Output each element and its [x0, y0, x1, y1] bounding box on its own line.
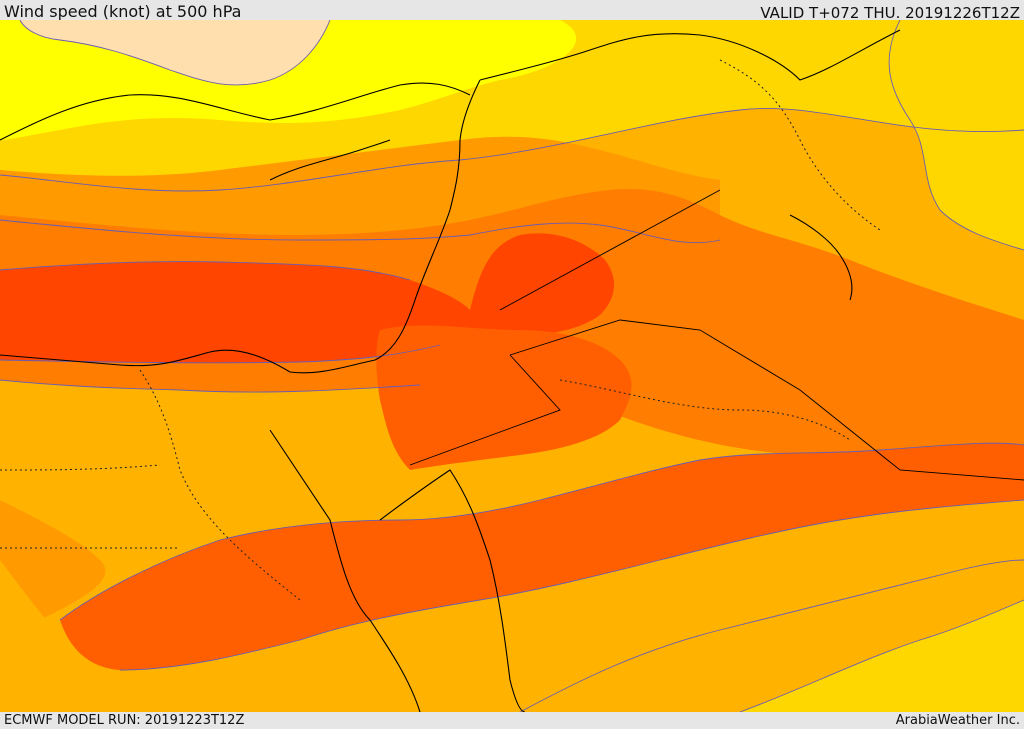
header-bar: Wind speed (knot) at 500 hPa VALID T+072…: [0, 0, 1024, 22]
model-run-label: ECMWF MODEL RUN: 20191223T12Z: [4, 713, 245, 728]
band-red-central: [376, 325, 632, 470]
wind-speed-map: [0, 20, 1024, 712]
band-gold-ne: [889, 20, 1024, 250]
valid-time: VALID T+072 THU. 20191226T12Z: [760, 4, 1020, 22]
borders: [0, 59, 881, 601]
footer-bar: [0, 712, 1024, 729]
band-red-south: [60, 443, 1024, 670]
map-title: Wind speed (knot) at 500 hPa: [4, 2, 242, 21]
band-peach-north: [20, 20, 330, 86]
band-amber-south: [0, 560, 260, 712]
band-gold-se: [740, 600, 1024, 712]
credit-label: ArabiaWeather Inc.: [895, 713, 1020, 728]
wind-contours: [0, 20, 1024, 712]
band-gold-ne2: [600, 20, 900, 57]
coastlines: [0, 29, 901, 712]
national-borders: [409, 189, 1024, 481]
